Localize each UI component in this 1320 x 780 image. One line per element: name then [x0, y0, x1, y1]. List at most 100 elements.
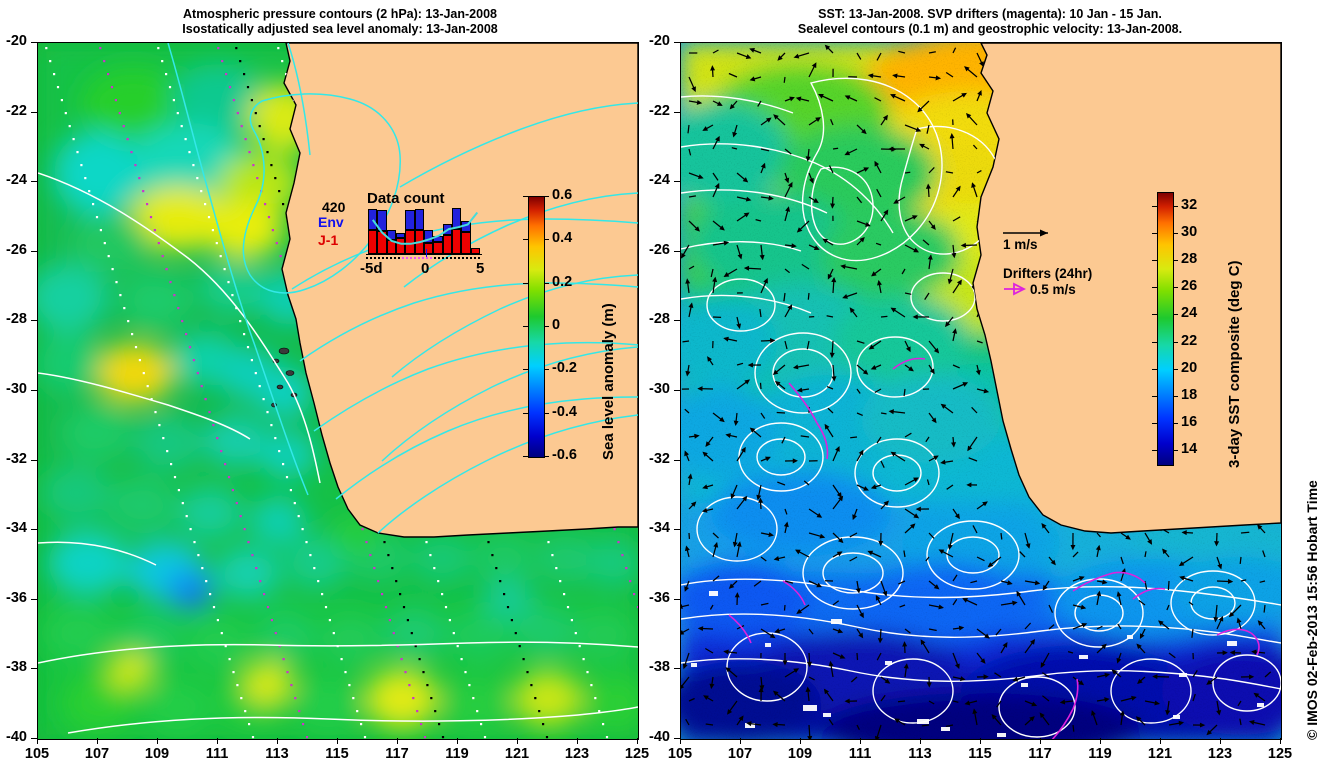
velocity-arrowhead [984, 633, 990, 639]
velocity-arrow [904, 432, 912, 438]
velocity-arrowhead [962, 598, 969, 603]
velocity-arrow [760, 556, 767, 562]
axis-dot [470, 257, 472, 259]
velocity-arrowhead [874, 160, 880, 167]
velocity-arrow [828, 165, 834, 174]
velocity-arrowhead [930, 224, 936, 230]
altimeter-track-dot [149, 216, 153, 219]
altimeter-track-dot [285, 73, 288, 76]
altimeter-track-dot [197, 554, 200, 557]
colorbar-tickmark [544, 196, 549, 197]
velocity-arrow [994, 672, 1002, 678]
velocity-arrowhead [1257, 620, 1264, 626]
altimeter-track-dot [196, 177, 199, 180]
velocity-arrowhead [1178, 561, 1185, 567]
x-tickmark [1040, 738, 1041, 744]
velocity-arrowhead [703, 695, 709, 701]
velocity-arrowhead [795, 549, 801, 555]
altimeter-track-dot [247, 541, 250, 544]
altimeter-track-dot [212, 424, 215, 427]
velocity-arrowhead [760, 162, 766, 169]
velocity-arrowhead [890, 451, 897, 457]
altimeter-track-dot [107, 255, 110, 258]
velocity-arrow [945, 171, 954, 174]
altimeter-track-dot [274, 177, 277, 180]
altimeter-track-dot [506, 606, 510, 609]
altimeter-track-dot [317, 580, 320, 583]
velocity-arrow [709, 604, 714, 610]
altimeter-track-dot [161, 255, 164, 258]
velocity-arrow [704, 647, 714, 654]
right-panel: SST: 13-Jan-2008. SVP drifters (magenta)… [649, 0, 1320, 780]
velocity-arrowhead [697, 626, 704, 632]
colorbar-tickmark [1173, 232, 1178, 234]
y-tickmark [31, 529, 37, 531]
velocity-arrowhead [682, 663, 688, 670]
altimeter-track-dot [410, 632, 413, 635]
velocity-arrowhead [877, 638, 883, 644]
y-tickmark [674, 181, 680, 183]
velocity-arrowhead [685, 278, 691, 284]
velocity-arrowhead [709, 683, 715, 690]
axis-dot [462, 257, 464, 259]
velocity-arrow [1192, 670, 1198, 678]
altimeter-track-dot [448, 619, 451, 622]
altimeter-track-dot [224, 645, 227, 648]
x-tick-label: 111 [848, 746, 872, 762]
altimeter-track-dot [598, 710, 601, 713]
velocity-arrowhead [1136, 643, 1142, 649]
sst-plot-area[interactable] [680, 42, 1282, 740]
altimeter-track-dot [629, 580, 632, 583]
velocity-arrowhead [785, 206, 791, 212]
velocity-arrowhead [687, 473, 693, 480]
altimeter-track-dot [499, 580, 502, 583]
altimeter-track-dot [248, 723, 251, 726]
velocity-arrowhead [1101, 579, 1108, 585]
velocity-arrow [856, 196, 863, 204]
velocity-arrowhead [875, 594, 881, 601]
data-count-xtick-0: -5d [360, 260, 383, 277]
x-tick-label: 113 [265, 746, 289, 762]
y-tickmark [674, 250, 680, 252]
velocity-arrow [807, 292, 810, 300]
velocity-arrow [1000, 532, 1003, 540]
colorbar-tickmark-inner [1152, 314, 1157, 316]
colorbar-tickmark-inner [523, 196, 528, 197]
velocity-arrow [971, 406, 978, 414]
velocity-arrowhead [840, 264, 846, 270]
velocity-arrow [828, 718, 834, 726]
velocity-arrowhead [815, 117, 821, 123]
altimeter-track-dot [377, 580, 380, 583]
y-tick-label: -36 [6, 589, 27, 606]
altimeter-track-dot [76, 151, 79, 154]
velocity-arrow [682, 340, 690, 343]
velocity-arrowhead [768, 195, 774, 201]
velocity-arrow [710, 268, 714, 278]
altimeter-track-dot [406, 619, 409, 622]
velocity-arrowhead [759, 254, 765, 261]
altimeter-track-dot [321, 593, 324, 596]
pressure-contours [167, 43, 638, 534]
velocity-arrowhead [933, 455, 939, 461]
altimeter-track-dot [53, 73, 56, 76]
altimeter-track-dot [293, 502, 296, 505]
altimeter-track-dot [404, 671, 407, 674]
altimeter-track-dot [221, 60, 224, 63]
velocity-arrowhead [690, 501, 697, 507]
velocity-arrowhead [795, 96, 802, 102]
altimeter-track-dot [154, 411, 157, 414]
x-tickmark [1280, 738, 1281, 744]
colorbar-tickmark [544, 369, 549, 371]
altimeter-track-dot [188, 346, 192, 349]
velocity-arrow [952, 599, 958, 606]
velocity-arrow [760, 602, 769, 606]
sea-level-anomaly-plot-area[interactable] [37, 42, 639, 740]
altimeter-track-dot [225, 73, 228, 76]
velocity-arrow [760, 412, 766, 419]
altimeter-track-dot [400, 658, 403, 661]
altimeter-track-dot [617, 541, 620, 544]
australia-landmass [281, 43, 638, 538]
velocity-arrow [688, 265, 695, 270]
colorbar-tick-label: 22 [1181, 332, 1198, 349]
altimeter-track-dot [456, 645, 459, 648]
